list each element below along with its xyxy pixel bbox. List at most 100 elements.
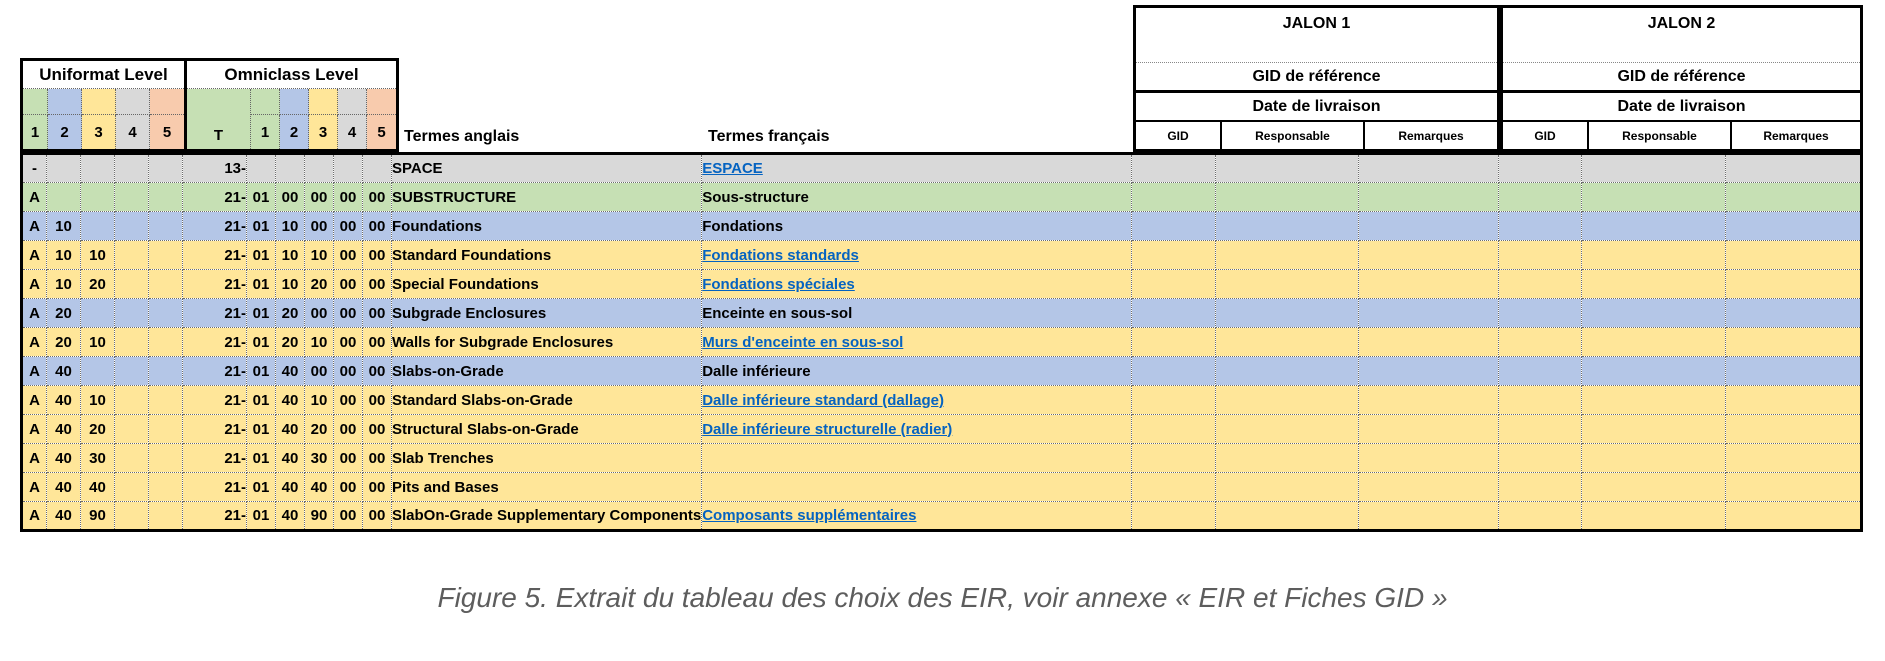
jalon-remarques-cell (1725, 298, 1863, 328)
jalon-remarques-cell (1725, 240, 1863, 270)
jalon-remarques-cell (1358, 327, 1500, 357)
term-fr-cell (701, 472, 1133, 502)
jalon-1-col-gid: GID (1167, 128, 1189, 143)
level-color-band (251, 89, 280, 115)
omniclass-title: Omniclass Level (187, 61, 396, 89)
omniclass-cell: 01 (246, 211, 276, 241)
table-row: A 10 21- 01 10 00 00 00 Foundations Fondations (21, 211, 1863, 241)
omniclass-cell: 10 (304, 385, 334, 415)
jalon-responsable-cell (1215, 443, 1360, 473)
term-fr-link[interactable]: Dalle inférieure structurelle (radier) (702, 420, 953, 438)
term-fr-cell (701, 443, 1133, 473)
uniformat-cell (114, 443, 149, 473)
uniformat-cell (148, 298, 183, 328)
jalon-remarques-cell (1725, 269, 1863, 299)
omniclass-cell: 40 (275, 472, 305, 502)
jalon-gid-cell (1498, 443, 1583, 473)
omniclass-cell: 01 (246, 182, 276, 212)
term-fr-link[interactable]: Dalle inférieure standard (dallage) (702, 391, 944, 409)
omniclass-cell: 00 (362, 327, 392, 357)
level-color-band (280, 89, 309, 115)
table-row: - 13- SPACE ESPACE (21, 153, 1863, 183)
omniclass-cell: 00 (333, 298, 363, 328)
uniformat-cell (148, 327, 183, 357)
jalon-responsable-cell (1215, 182, 1360, 212)
term-fr-link[interactable]: ESPACE (702, 160, 763, 177)
omniclass-cell: 90 (304, 501, 334, 531)
uniformat-cell: 10 (80, 240, 115, 270)
jalon-gid-cell (1131, 356, 1217, 386)
omniclass-cell (333, 153, 363, 183)
uniformat-cell (80, 298, 115, 328)
jalon-responsable-cell (1581, 182, 1727, 212)
omniclass-cell: 21- (182, 501, 247, 531)
omniclass-cell: 21- (182, 327, 247, 357)
jalon-1-date-livraison: Date de livraison (1136, 93, 1497, 122)
jalon-remarques-cell (1725, 472, 1863, 502)
jalon-remarques-cell (1725, 211, 1863, 241)
term-fr-link[interactable]: Composants supplémentaires (702, 507, 917, 524)
omniclass-cell: 40 (275, 443, 305, 473)
termes-anglais-header: Termes anglais (399, 119, 703, 152)
omniclass-cell: 21- (182, 211, 247, 241)
jalon-responsable-cell (1581, 501, 1727, 531)
term-fr-text: Dalle inférieure (702, 362, 811, 380)
uniformat-cell (148, 414, 183, 444)
uniformat-cell: A (21, 269, 47, 299)
jalon-remarques-cell (1358, 153, 1500, 183)
table-row: A 21- 01 00 00 00 00 SUBSTRUCTURE Sous-structure (21, 182, 1863, 212)
jalon-remarques-cell (1725, 153, 1863, 183)
uniformat-level-header: 3 (82, 115, 116, 149)
uniformat-cell (148, 182, 183, 212)
term-en-cell: SPACE (390, 153, 703, 183)
jalon-remarques-cell (1725, 414, 1863, 444)
uniformat-cell (148, 269, 183, 299)
omniclass-cell: 00 (362, 501, 392, 531)
uniformat-cell: 40 (46, 443, 81, 473)
uniformat-cell: 90 (80, 501, 115, 531)
level-color-band (309, 89, 338, 115)
table-row: A 40 21- 01 40 00 00 00 Slabs-on-Grade Dalle infé… (21, 356, 1863, 386)
jalon-1-title: JALON 1 (1136, 8, 1497, 63)
omniclass-cell: 01 (246, 240, 276, 270)
term-fr-link[interactable]: Fondations standards (702, 246, 859, 264)
jalon-responsable-cell (1215, 472, 1360, 502)
uniformat-cell: 40 (80, 472, 115, 502)
uniformat-cell (114, 472, 149, 502)
omniclass-cell: 00 (362, 211, 392, 241)
omniclass-cell: 21- (182, 356, 247, 386)
omniclass-cell: 00 (333, 211, 363, 241)
omniclass-cell: 01 (246, 472, 276, 502)
term-fr-link[interactable]: Fondations spéciales (702, 275, 855, 293)
table-row: A 20 21- 01 20 00 00 00 Subgrade Enclosures Encei… (21, 298, 1863, 328)
level-color-band (150, 89, 184, 115)
term-en-cell: Standard Foundations (390, 240, 703, 270)
jalon-gid-cell (1498, 298, 1583, 328)
uniformat-cell (148, 501, 183, 531)
uniformat-cell: 30 (80, 443, 115, 473)
uniformat-cell: 40 (46, 356, 81, 386)
body-rows: -13- SPACE ESPACE A 21- 01 00 00 00 00 SUBSTRUCTUR… (21, 153, 1863, 531)
uniformat-cell: A (21, 385, 47, 415)
uniformat-level-header: 5 (150, 115, 184, 149)
jalon-remarques-cell (1358, 182, 1500, 212)
uniformat-cell: 10 (46, 211, 81, 241)
uniformat-cell: A (21, 501, 47, 531)
jalon-remarques-cell (1358, 414, 1500, 444)
uniformat-cell: 40 (46, 414, 81, 444)
term-en-cell: Foundations (390, 211, 703, 241)
omniclass-cell: 21- (182, 414, 247, 444)
term-fr-cell: Enceinte en sous-sol (701, 298, 1133, 328)
uniformat-cell: A (21, 327, 47, 357)
jalon-2-title: JALON 2 (1503, 8, 1860, 63)
jalon-responsable-cell (1581, 356, 1727, 386)
uniformat-cell: A (21, 472, 47, 502)
table-row: A 10 10 21- 01 10 10 00 00 Standard Foundations Fo… (21, 240, 1863, 270)
term-fr-link[interactable]: Murs d'enceinte en sous-sol (702, 333, 904, 351)
jalon-responsable-cell (1581, 240, 1727, 270)
jalon-gid-cell (1498, 385, 1583, 415)
omniclass-cell: 00 (304, 298, 334, 328)
term-en-cell: SUBSTRUCTURE (390, 182, 703, 212)
table-row: A 20 10 21- 01 20 10 00 00 Walls for Subgrade Enc… (21, 327, 1863, 357)
jalon-gid-cell (1498, 327, 1583, 357)
